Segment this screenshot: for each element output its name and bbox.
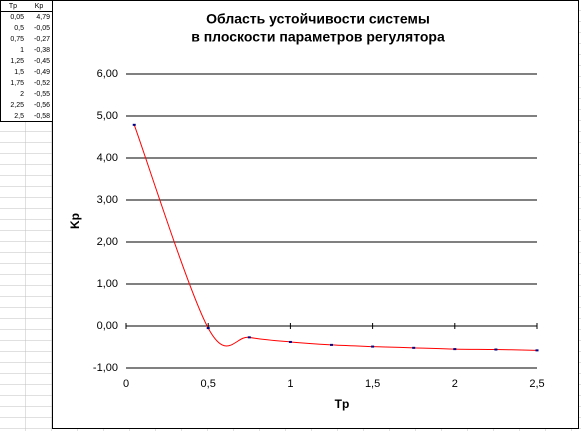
table-cell: -0,05: [34, 25, 50, 32]
x-axis-label: Tp: [335, 397, 350, 411]
table-cell: -0,49: [34, 69, 50, 76]
table-cell: -0,27: [34, 36, 50, 43]
table-cell: 1,75: [10, 80, 24, 87]
y-tick-label: 1,00: [97, 278, 118, 290]
chart-area[interactable]: [52, 0, 579, 429]
table-cell: 1,5: [14, 69, 24, 76]
table-cell: 2: [20, 91, 24, 98]
data-point: [288, 340, 292, 343]
x-tick-label: 1: [287, 378, 293, 390]
table-cell: -0,38: [34, 47, 50, 54]
table-cell: -0,45: [34, 58, 50, 65]
data-table: Tp Kp 0,05 4,79 0,5 -0,05 0,75 -0,27 1 -0,38 1,25 -…: [0, 3, 52, 120]
y-tick-label: 4,00: [97, 152, 118, 164]
y-tick-label: 0,00: [97, 320, 118, 332]
x-tick-label: 1,5: [365, 378, 380, 390]
table-cell: 1,25: [10, 58, 24, 65]
chart-title: в плоскости параметров регулятора: [191, 29, 445, 45]
data-point: [206, 327, 210, 330]
data-point: [371, 345, 375, 348]
y-tick-label: 3,00: [97, 194, 118, 206]
data-point: [453, 348, 457, 351]
x-tick-label: 2,5: [529, 378, 544, 390]
y-tick-label: 2,00: [97, 236, 118, 248]
data-point: [494, 348, 498, 351]
table-cell: 2,25: [10, 102, 24, 109]
x-tick-label: 0: [123, 378, 129, 390]
table-header: Tp: [9, 3, 17, 10]
data-point: [535, 349, 539, 352]
x-tick-label: 0,5: [201, 378, 216, 390]
chart-title: Область устойчивости системы: [206, 11, 430, 27]
table-cell: -0,56: [34, 102, 50, 109]
y-tick-label: -1,00: [93, 362, 118, 374]
y-tick-label: 5,00: [97, 110, 118, 122]
plot-area: -1,00 0,00 1,00 2,00 3,00 4,00 5,00 6,00 0 0,5 1 1,…: [93, 68, 545, 390]
data-point: [330, 343, 333, 346]
table-cell: 2,5: [14, 113, 24, 120]
table-cell: 4,79: [36, 14, 50, 21]
x-tick-label: 2: [452, 378, 458, 390]
table-cell: -0,55: [34, 91, 50, 98]
table-cell: 0,05: [10, 14, 24, 21]
table-cell: 1: [20, 47, 24, 54]
data-point: [247, 336, 251, 339]
data-point: [412, 346, 416, 349]
y-tick-label: 6,00: [97, 68, 118, 80]
table-header: Kp: [35, 3, 44, 10]
table-cell: 0,5: [14, 25, 24, 32]
table-cell: -0,58: [34, 113, 50, 120]
table-cell: 0,75: [10, 36, 24, 43]
table-box: [0, 0, 53, 122]
y-axis-label: Kp: [68, 213, 82, 229]
table-cell: -0,52: [34, 80, 50, 87]
data-point: [132, 123, 136, 126]
